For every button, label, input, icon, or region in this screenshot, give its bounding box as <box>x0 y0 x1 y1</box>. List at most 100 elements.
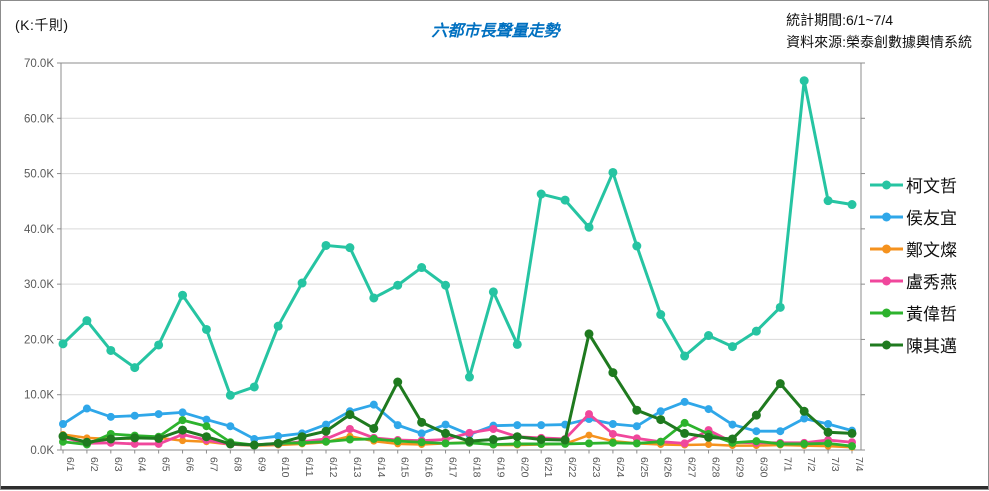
data-point <box>417 417 427 427</box>
legend-label: 鄭文燦 <box>906 241 957 260</box>
series-柯文哲 <box>58 76 857 400</box>
y-axis-label: 10.0K <box>24 390 54 402</box>
data-point <box>608 438 617 447</box>
y-axis-label: 50.0K <box>24 169 54 181</box>
data-point <box>680 397 689 406</box>
data-point <box>680 418 689 427</box>
x-axis-label: 6/11 <box>303 457 315 477</box>
data-point <box>705 440 713 448</box>
data-point <box>250 434 259 443</box>
data-point <box>847 428 857 438</box>
x-axis-label: 6/27 <box>686 457 698 478</box>
data-point <box>154 340 164 350</box>
data-point <box>800 414 809 423</box>
legend-marker-icon <box>870 308 903 317</box>
data-point <box>776 439 785 448</box>
legend-label: 柯文哲 <box>906 177 957 196</box>
data-point <box>751 410 761 420</box>
data-point <box>417 429 426 438</box>
data-point <box>273 438 283 448</box>
data-point <box>106 345 116 355</box>
bottom-border <box>1 486 988 489</box>
data-point <box>537 421 546 430</box>
data-point <box>393 377 403 387</box>
data-point <box>130 433 140 443</box>
data-point <box>130 363 140 373</box>
data-point <box>130 439 139 448</box>
data-point <box>82 404 91 413</box>
data-point <box>464 372 474 382</box>
x-axis-label: 6/13 <box>351 457 363 478</box>
data-point <box>488 434 498 444</box>
data-point <box>297 432 307 442</box>
x-axis-label: 7/3 <box>829 457 841 472</box>
page-title: 六都市長聲量走勢 <box>431 23 560 40</box>
x-axis-label: 7/2 <box>805 457 817 472</box>
data-point <box>608 429 617 438</box>
data-point <box>680 439 689 448</box>
data-point <box>58 431 68 441</box>
data-source-label: 資料來源:榮泰創數據輿情系統 <box>786 34 972 50</box>
legend-item: 陳其邁 <box>869 334 957 356</box>
data-point <box>489 424 498 433</box>
data-point <box>704 432 714 442</box>
data-point <box>322 437 330 446</box>
data-point <box>225 390 235 400</box>
data-point <box>751 326 761 336</box>
data-point <box>154 433 164 443</box>
data-point <box>560 435 570 445</box>
data-point <box>656 437 665 446</box>
data-point <box>201 432 211 442</box>
x-axis-label: 6/21 <box>542 457 554 478</box>
series-陳其邁 <box>58 329 857 450</box>
data-point <box>321 426 331 436</box>
data-point <box>775 379 785 389</box>
data-point <box>106 434 116 444</box>
data-point <box>82 437 92 447</box>
data-point <box>848 442 856 451</box>
data-point <box>298 438 307 447</box>
data-point <box>704 331 714 341</box>
data-point <box>178 416 187 425</box>
x-axis-label: 6/18 <box>470 457 482 478</box>
data-point <box>369 434 378 443</box>
data-point <box>632 422 641 431</box>
data-point <box>632 405 642 415</box>
legend-label: 盧秀燕 <box>906 273 957 292</box>
data-point <box>393 280 403 290</box>
x-axis-label: 6/25 <box>638 457 650 478</box>
x-axis-label: 7/4 <box>853 457 865 472</box>
data-point <box>273 321 283 331</box>
legend-marker-icon <box>870 244 903 253</box>
data-point <box>106 412 115 421</box>
x-axis-label: 6/12 <box>327 457 339 478</box>
data-point <box>369 423 379 433</box>
y-axis-label: 30.0K <box>24 279 54 291</box>
legend-item: 盧秀燕 <box>869 270 957 292</box>
x-axis-label: 6/10 <box>279 457 291 478</box>
data-point <box>608 368 618 378</box>
data-point <box>130 411 139 420</box>
data-point <box>775 302 785 312</box>
y-axis-label: 20.0K <box>24 334 54 346</box>
x-axis-label: 6/1 <box>64 457 76 472</box>
x-axis-label: 6/15 <box>399 457 411 478</box>
series-line <box>61 400 854 441</box>
data-point <box>249 382 259 392</box>
data-point <box>823 196 833 206</box>
x-axis-label: 6/5 <box>160 457 172 472</box>
data-point <box>345 435 354 444</box>
data-point <box>752 437 761 446</box>
x-axis-label: 6/8 <box>231 457 243 472</box>
data-point <box>560 195 570 205</box>
series-line <box>61 332 854 447</box>
data-point <box>154 410 163 419</box>
data-point <box>727 434 737 444</box>
data-point <box>202 415 211 424</box>
data-point <box>59 420 67 429</box>
data-point <box>274 432 283 441</box>
data-point <box>585 439 593 448</box>
data-point <box>800 439 809 448</box>
